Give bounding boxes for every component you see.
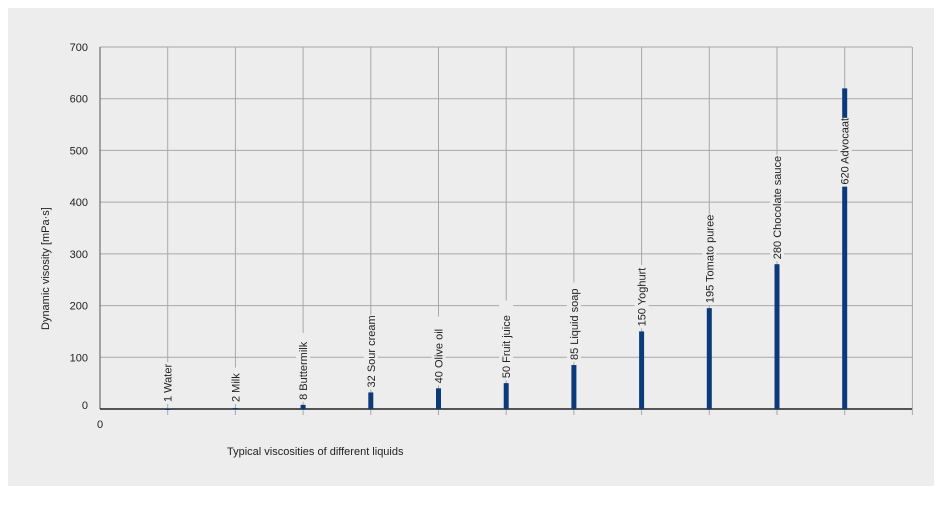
label-backdrop <box>296 333 311 402</box>
label-backdrop <box>499 300 514 381</box>
bar-data-label: 1 Water <box>163 364 175 402</box>
label-backdrop <box>837 117 852 187</box>
label-backdrop <box>770 154 784 262</box>
y-tick-label: 700 <box>70 42 88 54</box>
bar-data-label: 50 Fruit juice <box>501 315 513 378</box>
bar-data-label: 32 Sour cream <box>366 315 378 387</box>
y-axis-title: Dynamic visosity [mPa·s] <box>40 207 52 330</box>
data-labels: 1 Water 2 Milk 8 Buttermilk 32 Sour cream 40… <box>160 117 852 404</box>
bar <box>639 331 645 409</box>
bar-data-label: 150 Yoghurt <box>637 268 649 327</box>
bar <box>774 264 780 409</box>
bar-data-label: 85 Liquid soap <box>569 288 581 360</box>
bar <box>571 365 577 409</box>
label-backdrop <box>363 315 378 390</box>
bar <box>706 308 712 409</box>
y-tick-label: 300 <box>70 249 88 261</box>
bar <box>232 407 238 410</box>
bars <box>165 88 848 410</box>
x-origin-label: 0 <box>97 419 103 431</box>
bar-data-label: 195 Tomato puree <box>704 215 716 303</box>
bar <box>436 388 441 409</box>
bar <box>368 392 374 409</box>
bar <box>300 404 306 409</box>
bar-data-label: 2 Milk <box>230 373 242 402</box>
bar-data-label: 280 Chocolate sauce <box>772 156 784 259</box>
bar <box>165 408 171 410</box>
label-backdrop <box>634 265 649 329</box>
label-backdrop <box>228 367 243 404</box>
x-axis-title: Typical viscosities of different liquids <box>227 446 404 458</box>
label-backdrop <box>702 214 717 306</box>
bar <box>842 88 848 409</box>
bar-data-label: 40 Olive oil <box>434 329 446 383</box>
label-backdrop <box>431 316 446 386</box>
bar-data-label: 620 Advocaat <box>840 118 852 185</box>
y-tick-label: 200 <box>70 301 88 313</box>
y-tick-label: 0 <box>82 400 88 412</box>
y-tick-label: 500 <box>70 145 88 157</box>
y-axis-ticks: 0 100 200 300 400 500 600 700 <box>70 42 88 412</box>
y-tick-label: 100 <box>70 352 88 364</box>
y-tick-label: 400 <box>70 197 88 209</box>
bar <box>503 383 509 409</box>
label-backdrop <box>160 362 175 404</box>
y-tick-label: 600 <box>70 94 88 106</box>
label-backdrop <box>566 282 581 363</box>
bar-data-label: 8 Buttermilk <box>298 341 310 400</box>
